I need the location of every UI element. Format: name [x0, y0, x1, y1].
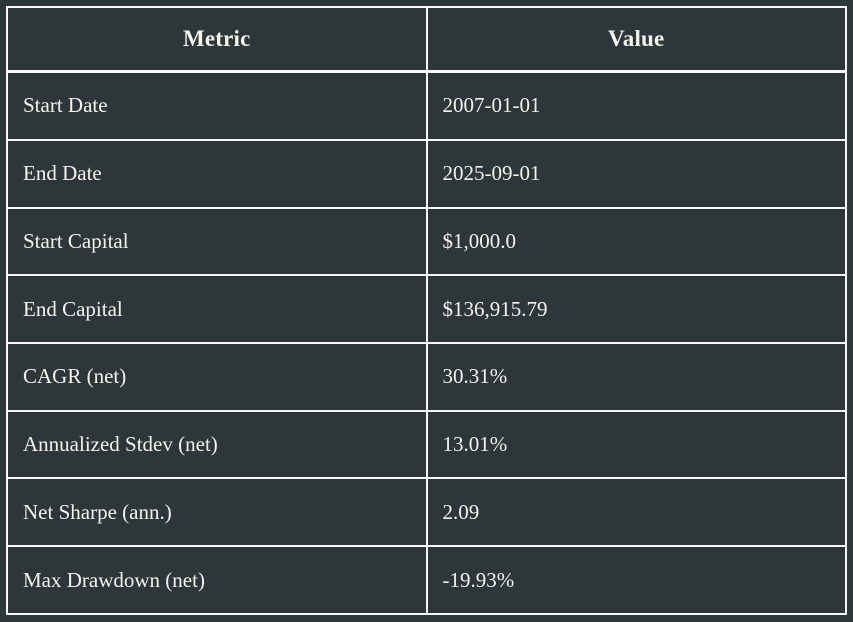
value-cell: 2007-01-01 — [425, 70, 847, 141]
table-row: Net Sharpe (ann.) 2.09 — [6, 477, 847, 548]
metric-cell: Net Sharpe (ann.) — [6, 477, 428, 548]
metric-cell: End Date — [6, 138, 428, 209]
table-row: End Date 2025-09-01 — [6, 138, 847, 209]
table-row: Annualized Stdev (net) 13.01% — [6, 409, 847, 480]
value-cell: 30.31% — [425, 341, 847, 412]
metric-cell: End Capital — [6, 274, 428, 344]
metric-cell: Start Date — [6, 70, 428, 141]
header-row: Metric Value — [6, 6, 847, 73]
value-cell: $1,000.0 — [425, 206, 847, 277]
metric-cell: Start Capital — [6, 206, 428, 277]
table-row: Start Capital $1,000.0 — [6, 206, 847, 277]
table-row: Max Drawdown (net) -19.93% — [6, 545, 847, 615]
metric-cell: Max Drawdown (net) — [6, 545, 428, 615]
table-row: End Capital $136,915.79 — [6, 274, 847, 344]
value-cell: $136,915.79 — [425, 274, 847, 344]
metrics-table: Metric Value Start Date 2007-01-01 End D… — [6, 6, 847, 615]
table-row: CAGR (net) 30.31% — [6, 341, 847, 412]
table-row: Start Date 2007-01-01 — [6, 70, 847, 141]
value-cell: 13.01% — [425, 409, 847, 480]
metric-column-header: Metric — [6, 6, 428, 73]
metric-cell: Annualized Stdev (net) — [6, 409, 428, 480]
metric-cell: CAGR (net) — [6, 341, 428, 412]
value-column-header: Value — [425, 6, 847, 73]
value-cell: 2025-09-01 — [425, 138, 847, 209]
value-cell: -19.93% — [425, 545, 847, 615]
value-cell: 2.09 — [425, 477, 847, 548]
